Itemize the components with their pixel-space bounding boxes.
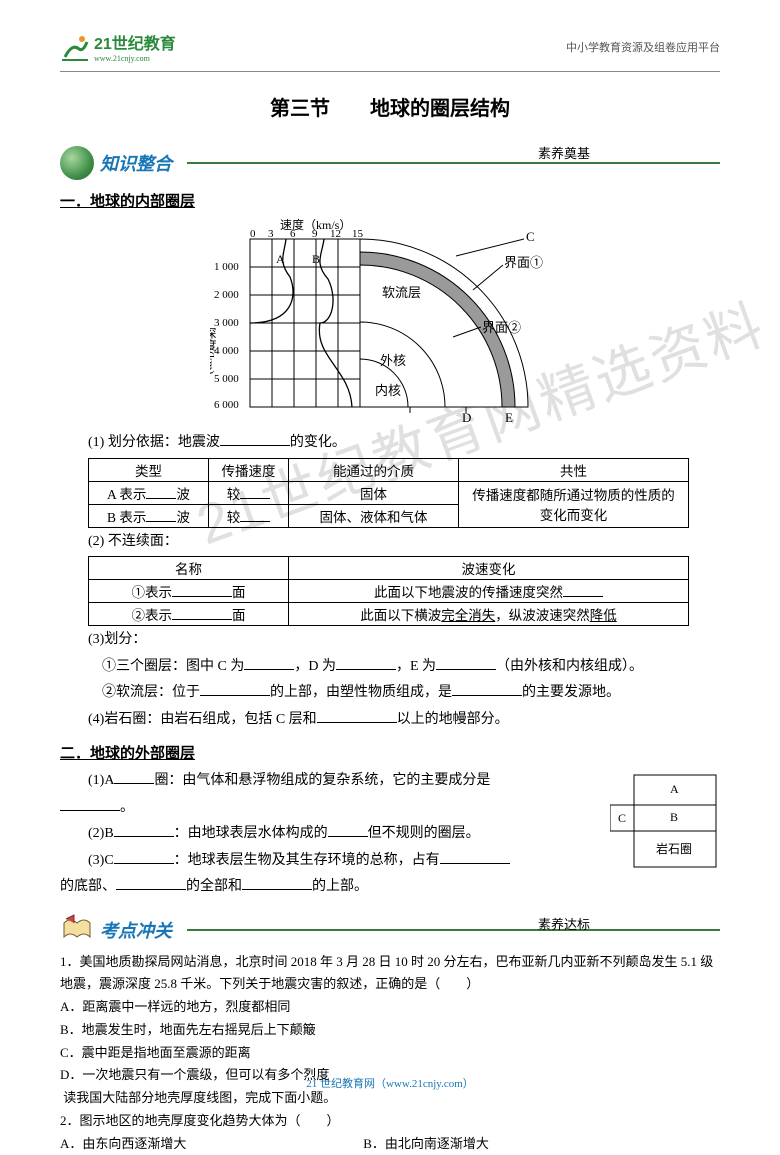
svg-text:B: B <box>670 810 678 824</box>
svg-text:3: 3 <box>268 228 274 240</box>
fig1-yaxis: 深度(km) <box>210 327 217 375</box>
line1-prefix: (1) 划分依据：地震波 <box>88 435 220 450</box>
t1-h4: 共性 <box>459 458 689 481</box>
fig1-jm2: 界面② <box>482 320 521 335</box>
page-header: 21世纪教育 www.21cnjy.com 中小学教育资源及组卷应用平台 <box>60 30 720 63</box>
t1-merged: 传播速度都随所通过物质的性质的变化而变化 <box>459 481 689 527</box>
t1-r1c3: 固体 <box>289 481 459 504</box>
t1-r1c2: 较 <box>209 481 289 504</box>
para3-l4: (4)岩石圈：由岩石组成，包括 C 层和以上的地幔部分。 <box>60 708 720 733</box>
logo-text: 21世纪教育 <box>94 36 176 53</box>
globe-icon <box>60 146 94 180</box>
section-knowledge-label: 知识整合 <box>100 150 172 176</box>
t1-r1c1: A 表示波 <box>89 481 209 504</box>
svg-text:1 000: 1 000 <box>214 261 239 273</box>
svg-text:A: A <box>670 782 679 796</box>
t2-r1c2: 此面以下地震波的传播速度突然 <box>289 580 689 603</box>
svg-text:D: D <box>462 410 471 425</box>
book-icon <box>60 917 94 943</box>
para4-l5: 的底部、的全部和的上部。 <box>60 875 720 900</box>
line1-suffix: 的变化。 <box>290 435 346 450</box>
logo: 21世纪教育 www.21cnjy.com <box>60 30 176 63</box>
q1-opt-a: A．距离震中一样远的地方，烈度都相同 <box>60 996 720 1019</box>
section-knowledge-note: 素养奠基 <box>538 143 590 162</box>
svg-text:E: E <box>505 410 513 425</box>
svg-text:A: A <box>276 252 285 266</box>
svg-text:3 000: 3 000 <box>214 317 239 329</box>
question-1: 1．美国地质勘探局网站消息，北京时间 2018 年 3 月 28 日 10 时 … <box>60 951 720 997</box>
table-1: 类型 传播速度 能通过的介质 共性 A 表示波 较 固体 传播速度都随所通过物质… <box>88 458 689 528</box>
t2-h2: 波速变化 <box>289 557 689 580</box>
svg-text:15: 15 <box>352 228 364 240</box>
t2-r2c1: ②表示面 <box>89 603 289 626</box>
svg-text:6 000: 6 000 <box>214 399 239 411</box>
para3-l3: ②软流层：位于的上部，由塑性物质组成，是的主要发源地。 <box>60 681 720 706</box>
subheading-2: 二．地球的外部圈层 <box>60 742 720 763</box>
t2-r1c1: ①表示面 <box>89 580 289 603</box>
section-exam-label: 考点冲关 <box>100 917 172 943</box>
t1-h1: 类型 <box>89 458 209 481</box>
question-2: 2．图示地区的地壳厚度变化趋势大体为（ ） <box>60 1110 720 1133</box>
question-2-intro: 读我国大陆部分地壳厚度线图，完成下面小题。 <box>60 1087 720 1110</box>
fig1-neihe: 内核 <box>375 383 401 398</box>
t1-r2c2: 较 <box>209 504 289 527</box>
blank[interactable] <box>220 432 290 446</box>
line-2: (2) 不连续面： <box>60 530 720 555</box>
t1-r2c1: B 表示波 <box>89 504 209 527</box>
q2-opt-b: B．由北向南逐渐增大 <box>363 1136 489 1151</box>
figure-earth-layers: A B 软流层 外核 内核 界面① 界面② C D E 速度（km/s） 0 3… <box>210 217 570 427</box>
svg-text:2 000: 2 000 <box>214 289 239 301</box>
subheading-1: 一．地球的内部圈层 <box>60 190 720 211</box>
fig1-ruanliu: 软流层 <box>382 285 421 300</box>
section-exam-note: 素养达标 <box>538 914 590 933</box>
svg-text:5 000: 5 000 <box>214 373 239 385</box>
section-exam-header: 考点冲关 素养达标 <box>60 917 720 943</box>
t2-h1: 名称 <box>89 557 289 580</box>
svg-text:6: 6 <box>290 228 296 240</box>
table-2: 名称 波速变化 ①表示面 此面以下地震波的传播速度突然 ②表示面 此面以下横波完… <box>88 556 689 626</box>
page-title: 第三节 地球的圈层结构 <box>60 92 720 121</box>
svg-text:岩石圈: 岩石圈 <box>656 841 692 856</box>
para3-l2: ①三个圈层：图中 C 为，D 为，E 为（由外核和内核组成）。 <box>60 655 720 680</box>
header-divider <box>60 71 720 72</box>
q2-opts: A．由东向西逐渐增大 B．由北向南逐渐增大 <box>60 1133 720 1155</box>
fig1-waihe: 外核 <box>380 353 406 368</box>
q1-opt-b: B．地震发生时，地面先左右摇晃后上下颠簸 <box>60 1019 720 1042</box>
header-right-text: 中小学教育资源及组卷应用平台 <box>566 39 720 55</box>
line-1: (1) 划分依据：地震波 的变化。 <box>60 431 720 456</box>
section-line <box>187 162 720 164</box>
svg-text:4 000: 4 000 <box>214 345 239 357</box>
section-knowledge-header: 知识整合 素养奠基 <box>60 146 720 180</box>
t2-r2c2: 此面以下横波完全消失，纵波波速突然降低 <box>289 603 689 626</box>
q2-opt-a: A．由东向西逐渐增大 <box>60 1133 360 1155</box>
svg-text:C: C <box>526 229 535 244</box>
figure-outer-layers: C A B 岩石圈 <box>610 771 720 871</box>
q1-opt-d: D．一次地震只有一个震级，但可以有多个烈度 <box>60 1064 720 1087</box>
t1-h2: 传播速度 <box>209 458 289 481</box>
svg-text:B: B <box>312 252 320 266</box>
svg-text:0: 0 <box>250 228 256 240</box>
t1-h3: 能通过的介质 <box>289 458 459 481</box>
logo-url: www.21cnjy.com <box>94 54 176 63</box>
t1-r2c3: 固体、液体和气体 <box>289 504 459 527</box>
logo-runner-icon <box>60 33 90 61</box>
svg-text:C: C <box>618 811 626 825</box>
svg-text:12: 12 <box>330 228 341 240</box>
section-line-2 <box>187 929 720 931</box>
q1-opt-c: C．震中距是指地面至震源的距离 <box>60 1042 720 1065</box>
fig1-jm1: 界面① <box>504 255 543 270</box>
svg-text:9: 9 <box>312 228 318 240</box>
para3-l1: (3)划分： <box>60 628 720 653</box>
